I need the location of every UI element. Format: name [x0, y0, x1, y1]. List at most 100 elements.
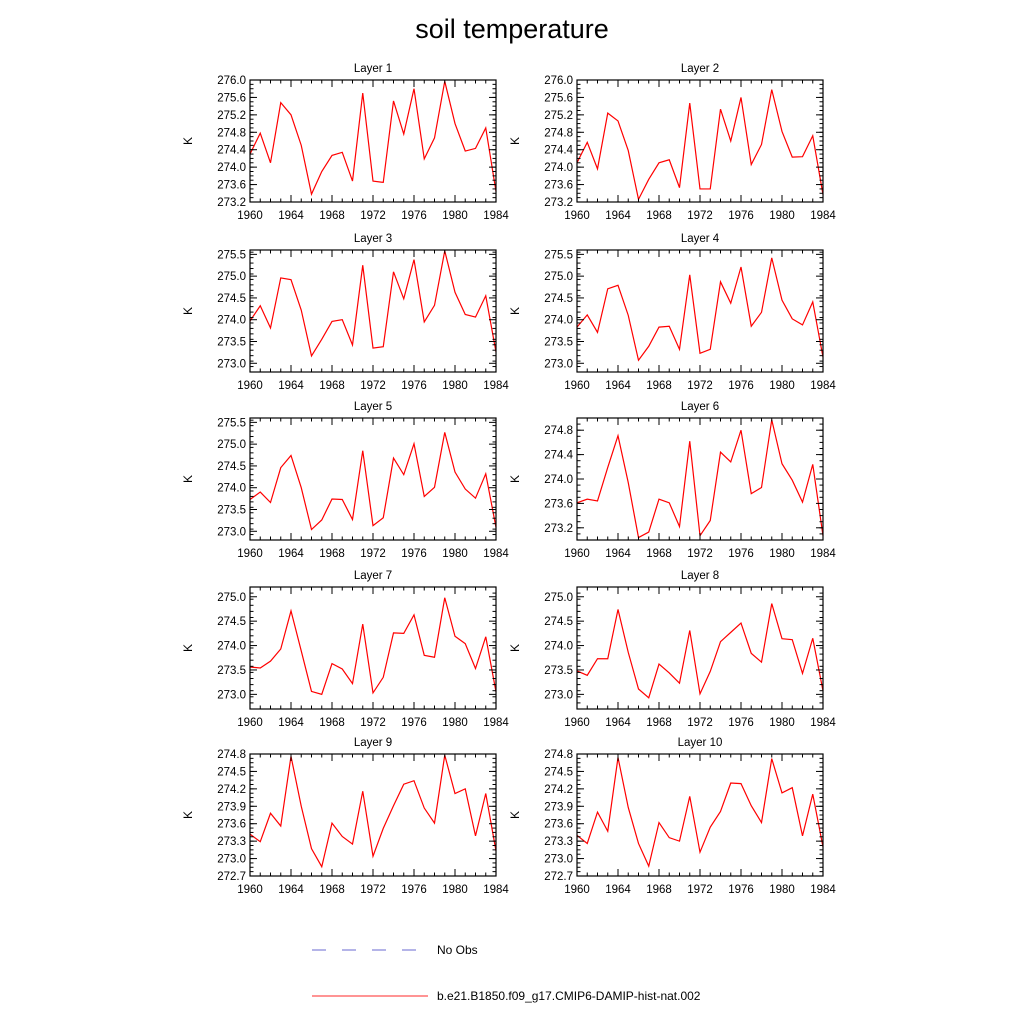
x-tick-label: 1960 — [564, 210, 590, 222]
y-tick-label: 274.8 — [544, 127, 573, 139]
x-tick-label: 1976 — [401, 717, 427, 729]
y-axis-label: K — [181, 475, 195, 483]
y-tick-label: 274.0 — [217, 641, 246, 653]
x-tick-label: 1972 — [687, 548, 713, 560]
legend-no-obs-label: No Obs — [437, 943, 478, 957]
y-tick-label: 274.5 — [544, 766, 573, 778]
y-tick-label: 275.0 — [217, 271, 246, 283]
x-tick-label: 1972 — [687, 717, 713, 729]
y-tick-label: 274.4 — [217, 145, 246, 157]
x-tick-label: 1964 — [605, 548, 631, 560]
x-tick-label: 1964 — [278, 884, 304, 896]
y-axis-label: K — [508, 307, 522, 315]
plot-frame — [249, 249, 497, 373]
y-tick-label: 275.2 — [217, 110, 246, 122]
y-tick-label: 274.5 — [544, 293, 573, 305]
panel-title: Layer 6 — [681, 401, 719, 413]
panel-title: Layer 2 — [681, 63, 719, 75]
y-tick-label: 273.6 — [544, 498, 573, 510]
x-tick-label: 1980 — [769, 884, 795, 896]
series-line — [576, 603, 824, 699]
y-tick-label: 275.6 — [544, 92, 573, 104]
y-tick-label: 273.6 — [544, 180, 573, 192]
x-tick-label: 1980 — [769, 548, 795, 560]
panel-8: 1960 1964 1968 1972 1976 1980 1984 273.0 273.5 27… — [508, 570, 836, 729]
x-tick-label: 1984 — [483, 884, 509, 896]
panel-7: 1960 1964 1968 1972 1976 1980 1984 273.0 273.5 27… — [181, 570, 509, 729]
y-tick-label: 274.5 — [217, 616, 246, 628]
y-tick-label: 276.0 — [217, 75, 246, 87]
y-tick-label: 274.4 — [544, 450, 573, 462]
x-tick-label: 1968 — [646, 548, 672, 560]
x-tick-label: 1960 — [564, 717, 590, 729]
y-tick-label: 273.0 — [217, 854, 246, 866]
y-tick-label: 273.3 — [217, 836, 246, 848]
x-tick-label: 1960 — [237, 884, 263, 896]
x-tick-label: 1984 — [810, 884, 836, 896]
y-tick-label: 274.8 — [544, 749, 573, 761]
x-tick-label: 1964 — [605, 884, 631, 896]
x-tick-label: 1972 — [687, 210, 713, 222]
y-tick-label: 274.5 — [217, 293, 246, 305]
y-tick-label: 274.0 — [217, 162, 246, 174]
y-axis-label: K — [181, 307, 195, 315]
x-tick-label: 1972 — [360, 380, 386, 392]
x-tick-label: 1964 — [278, 380, 304, 392]
panel-title: Layer 1 — [354, 63, 392, 75]
y-tick-label: 275.0 — [544, 271, 573, 283]
y-tick-label: 274.0 — [544, 315, 573, 327]
plot-frame — [576, 753, 824, 877]
y-tick-label: 273.0 — [544, 358, 573, 370]
x-tick-label: 1960 — [564, 548, 590, 560]
series-line — [576, 257, 824, 362]
x-tick-label: 1980 — [442, 548, 468, 560]
panel-10: 1960 1964 1968 1972 1976 1980 1984 272.7 273.0 27… — [508, 737, 836, 896]
y-tick-label: 273.0 — [544, 689, 573, 701]
y-tick-label: 275.5 — [544, 249, 573, 261]
x-tick-label: 1972 — [360, 548, 386, 560]
panel-title: Layer 8 — [681, 570, 719, 582]
y-tick-label: 274.5 — [217, 461, 246, 473]
x-tick-label: 1960 — [564, 380, 590, 392]
y-tick-label: 275.6 — [217, 92, 246, 104]
x-tick-label: 1972 — [360, 210, 386, 222]
y-tick-label: 273.5 — [217, 505, 246, 517]
x-tick-label: 1976 — [728, 210, 754, 222]
y-axis-label: K — [508, 811, 522, 819]
x-tick-label: 1964 — [278, 548, 304, 560]
y-tick-label: 273.3 — [544, 836, 573, 848]
y-tick-label: 273.2 — [217, 197, 246, 209]
series-line — [249, 81, 497, 197]
x-tick-label: 1972 — [687, 380, 713, 392]
x-tick-label: 1972 — [687, 884, 713, 896]
x-tick-label: 1980 — [442, 210, 468, 222]
y-tick-label: 273.9 — [217, 801, 246, 813]
panel-1: 1960 1964 1968 1972 1976 1980 1984 273.2 273.6 27… — [181, 63, 509, 222]
x-tick-label: 1964 — [605, 380, 631, 392]
x-tick-label: 1968 — [646, 717, 672, 729]
plot-frame — [249, 79, 497, 203]
y-axis-label: K — [181, 811, 195, 819]
x-tick-label: 1964 — [278, 717, 304, 729]
panel-title: Layer 4 — [681, 233, 720, 245]
x-tick-label: 1960 — [237, 717, 263, 729]
y-tick-label: 272.7 — [217, 871, 246, 883]
panel-5: 1960 1964 1968 1972 1976 1980 1984 273.0 273.5 27… — [181, 401, 509, 560]
panel-4: 1960 1964 1968 1972 1976 1980 1984 273.0 273.5 27… — [508, 233, 836, 392]
panel-9: 1960 1964 1968 1972 1976 1980 1984 272.7 273.0 27… — [181, 737, 509, 896]
x-tick-label: 1984 — [810, 717, 836, 729]
y-axis-label: K — [508, 137, 522, 145]
x-tick-label: 1976 — [728, 548, 754, 560]
x-tick-label: 1984 — [810, 548, 836, 560]
x-tick-label: 1980 — [769, 717, 795, 729]
x-tick-label: 1976 — [728, 380, 754, 392]
y-tick-label: 275.0 — [217, 592, 246, 604]
y-tick-label: 273.0 — [217, 689, 246, 701]
series-line — [576, 419, 824, 539]
y-tick-label: 276.0 — [544, 75, 573, 87]
legend-model-label: b.e21.B1850.f09_g17.CMIP6-DAMIP-hist-nat… — [437, 989, 701, 1003]
y-tick-label: 274.0 — [544, 641, 573, 653]
y-tick-label: 275.0 — [217, 439, 246, 451]
y-tick-label: 274.4 — [544, 145, 573, 157]
